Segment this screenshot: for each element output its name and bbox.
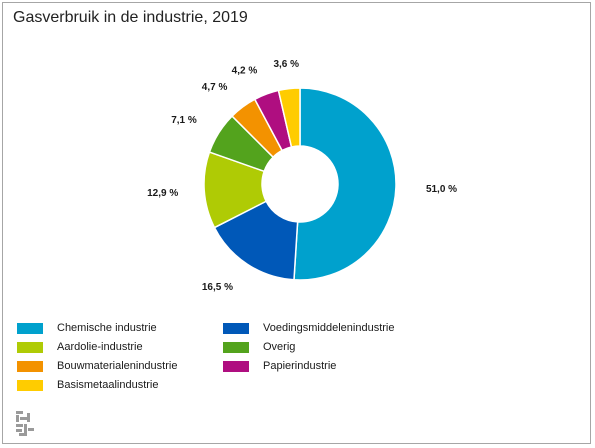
- data-label-voedingsmiddelenindustrie: 16,5 %: [202, 282, 233, 293]
- legend-label: Voedingsmiddelenindustrie: [263, 322, 395, 334]
- legend-swatch: [17, 322, 43, 334]
- legend-item-aardolie-industrie: Aardolie-industrie: [17, 338, 143, 356]
- legend-item-basismetaalindustrie: Basismetaalindustrie: [17, 376, 159, 394]
- legend-swatch: [223, 360, 249, 372]
- legend-item-papierindustrie: Papierindustrie: [223, 357, 336, 375]
- data-label-papierindustrie: 4,2 %: [232, 66, 258, 77]
- donut-chart: 51,0 % 16,5 % 12,9 % 7,1 % 4,7 % 4,2 % 3,6 %: [147, 59, 457, 293]
- chart-legend: Chemische industrie Voedingsmiddelenindus…: [17, 319, 577, 399]
- slice-basismetaalindustrie: [277, 87, 301, 148]
- legend-label: Chemische industrie: [57, 322, 157, 334]
- legend-item-bouwmaterialenindustrie: Bouwmaterialenindustrie: [17, 357, 177, 375]
- legend-swatch: [17, 379, 43, 391]
- legend-swatch: [223, 341, 249, 353]
- data-label-bouwmaterialenindustrie: 4,7 %: [202, 82, 228, 93]
- data-label-chemische-industrie: 51,0 %: [426, 184, 457, 195]
- slice-chemische-industrie: [293, 87, 397, 281]
- legend-label: Aardolie-industrie: [57, 341, 143, 353]
- chart-title: Gasverbruik in de industrie, 2019: [13, 9, 248, 26]
- legend-label: Bouwmaterialenindustrie: [57, 360, 178, 372]
- data-label-aardolie-industrie: 12,9 %: [147, 188, 178, 199]
- legend-swatch: [17, 341, 43, 353]
- legend-swatch: [223, 322, 249, 334]
- legend-item-overig: Overig: [223, 338, 295, 356]
- legend-item-chemische-industrie: Chemische industrie: [17, 319, 157, 337]
- chart-frame: Gasverbruik in de industrie, 2019 51,0 %…: [2, 2, 591, 444]
- legend-item-voedingsmiddelenindustrie: Voedingsmiddelenindustrie: [223, 319, 394, 337]
- data-label-basismetaalindustrie: 3,6 %: [273, 59, 299, 70]
- slice-voedingsmiddelenindustrie: [213, 200, 299, 281]
- legend-label: Basismetaalindustrie: [57, 379, 159, 391]
- data-label-overig: 7,1 %: [171, 115, 197, 126]
- legend-label: Papierindustrie: [263, 360, 337, 372]
- cbs-logo-icon: [16, 411, 34, 436]
- legend-label: Overig: [263, 341, 296, 353]
- legend-swatch: [17, 360, 43, 372]
